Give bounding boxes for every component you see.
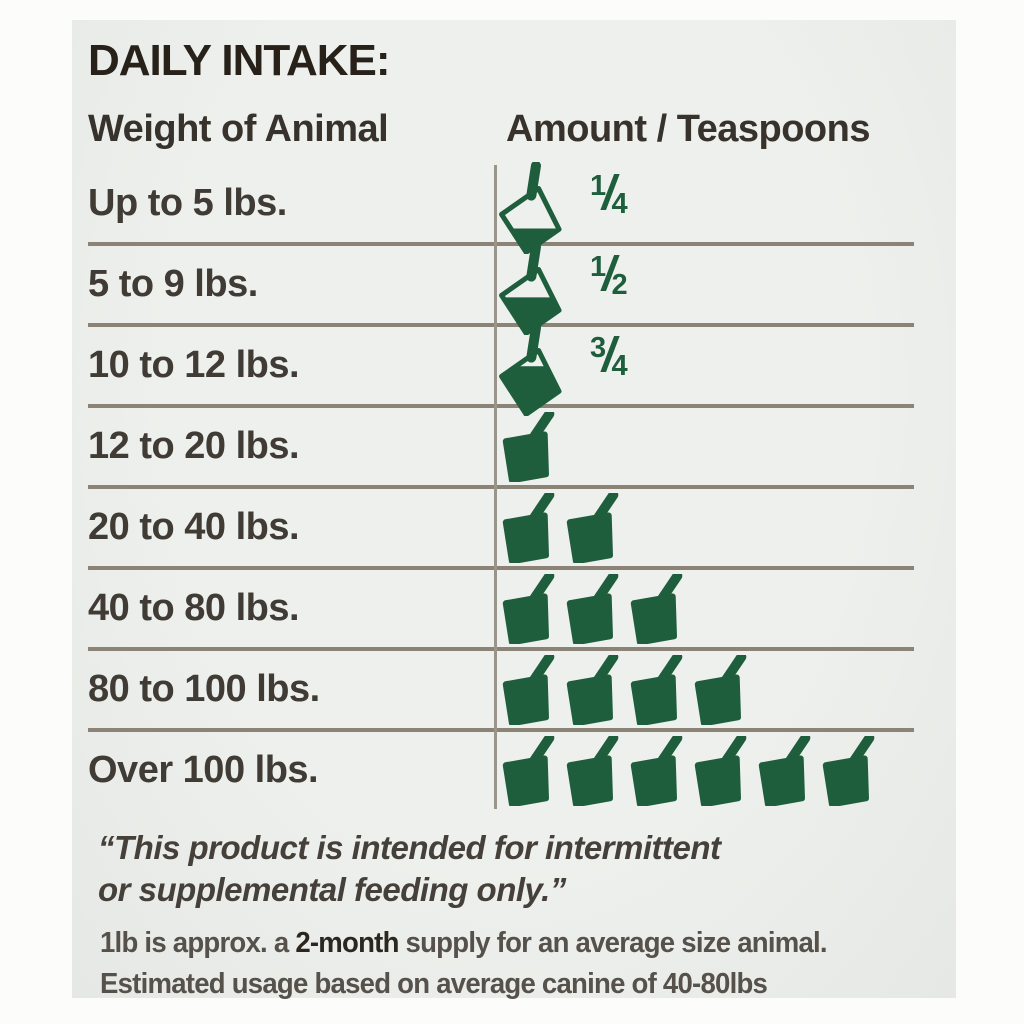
scoop-icon <box>502 654 555 725</box>
amount-cell: 1/4 <box>478 161 914 254</box>
column-header-weight: Weight of Animal <box>88 108 389 150</box>
column-header-amount: Amount / Teaspoons <box>506 108 870 150</box>
weight-cell: 20 to 40 lbs. <box>88 506 300 548</box>
scoop-icon <box>758 735 811 806</box>
scoop-icon <box>822 735 875 806</box>
scoop-icon <box>630 735 683 806</box>
supply-note-prefix: 1lb is approx. a <box>100 926 296 959</box>
daily-intake-table: Up to 5 lbs. 1/4 5 to 9 lbs. 1/2 10 to 12 lb… <box>88 161 914 809</box>
scoop-icon-partial <box>499 323 565 416</box>
weight-cell: 80 to 100 lbs. <box>88 668 320 710</box>
supply-note: 1lb is approx. a 2-month supply for an a… <box>100 927 913 960</box>
table-row: 12 to 20 lbs. <box>88 408 914 489</box>
scoop-icon <box>502 735 555 806</box>
amount-cell: 1/2 <box>478 242 914 335</box>
weight-cell: 5 to 9 lbs. <box>88 263 258 305</box>
amount-cell: 3/4 <box>478 323 914 416</box>
table-row: 40 to 80 lbs. <box>88 570 914 651</box>
scoop-icon <box>630 654 683 725</box>
table-row: 80 to 100 lbs. <box>88 651 914 732</box>
scoop-icon-partial <box>499 242 565 335</box>
scoop-icon <box>566 492 619 563</box>
scoop-icon <box>566 735 619 806</box>
disclaimer-quote: “This product is intended for intermitte… <box>98 827 956 911</box>
table-row: Up to 5 lbs. 1/4 <box>88 161 914 254</box>
weight-cell: Over 100 lbs. <box>88 749 319 791</box>
fraction-label: 1/4 <box>590 166 628 220</box>
table-header: Weight of Animal Amount / Teaspoons <box>88 108 956 151</box>
scoop-icon <box>566 654 619 725</box>
supply-note-suffix: supply for an average size animal. <box>398 926 828 959</box>
table-row: 10 to 12 lbs. 3/4 <box>88 323 914 416</box>
column-divider <box>494 165 497 809</box>
scoop-icon <box>502 411 555 482</box>
amount-cell <box>478 735 914 806</box>
product-label: DAILY INTAKE: Weight of Animal Amount / … <box>72 20 956 1000</box>
disclaimer-quote-line1: “This product is intended for intermitte… <box>98 829 721 866</box>
amount-cell <box>478 654 914 725</box>
amount-cell <box>478 411 914 482</box>
weight-cell: 40 to 80 lbs. <box>88 587 300 629</box>
page-title: DAILY INTAKE: <box>88 36 391 85</box>
table-row: 5 to 9 lbs. 1/2 <box>88 242 914 335</box>
supply-note-bold: 2-month <box>295 926 399 959</box>
amount-cell <box>478 573 914 644</box>
fraction-label: 1/2 <box>590 247 628 301</box>
table-row: Over 100 lbs. <box>88 732 914 809</box>
disclaimer-quote-line2: or supplemental feeding only.” <box>98 870 566 908</box>
weight-cell: Up to 5 lbs. <box>88 182 287 224</box>
amount-cell <box>478 492 914 563</box>
table-row: 20 to 40 lbs. <box>88 489 914 570</box>
scoop-icon <box>630 573 683 644</box>
scoop-icon <box>694 735 747 806</box>
scoop-icon-partial <box>499 161 565 254</box>
scoop-icon <box>566 573 619 644</box>
weight-cell: 10 to 12 lbs. <box>88 344 300 386</box>
fraction-label: 3/4 <box>590 328 628 382</box>
usage-note: Estimated usage based on average canine … <box>100 967 768 1000</box>
scoop-icon <box>502 573 555 644</box>
scoop-icon <box>694 654 747 725</box>
scoop-icon <box>502 492 555 563</box>
weight-cell: 12 to 20 lbs. <box>88 425 300 467</box>
